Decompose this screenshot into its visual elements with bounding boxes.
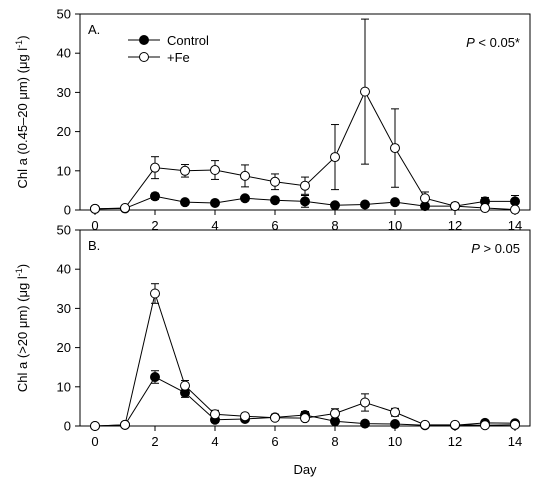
- legend: Control +Fe: [128, 33, 209, 65]
- panel-a-y-axis: 0 10 20 30 40 50: [57, 7, 80, 218]
- data-point-fe: [180, 380, 190, 391]
- x-tick-label: 10: [388, 218, 402, 233]
- data-point-control: [270, 195, 280, 206]
- y-tick-label: 30: [57, 85, 71, 100]
- series-line-fe: [94, 291, 516, 427]
- x-axis-title: Day: [293, 462, 317, 477]
- legend-control-label: Control: [167, 33, 209, 48]
- data-point-fe: [420, 419, 430, 430]
- panel-b-plot-area: [90, 283, 520, 431]
- x-tick-label: 14: [508, 434, 522, 449]
- x-tick-label: 12: [448, 434, 462, 449]
- data-point-control: [360, 418, 370, 429]
- data-point-fe: [120, 203, 130, 214]
- x-tick-label: 4: [211, 218, 218, 233]
- data-point-fe: [90, 203, 100, 214]
- panel-a-label: A.: [88, 22, 100, 37]
- data-point-control: [300, 196, 310, 207]
- data-point-fe: [270, 412, 280, 423]
- x-tick-label: 8: [331, 218, 338, 233]
- x-tick-label: 10: [388, 434, 402, 449]
- data-point-control: [180, 197, 190, 208]
- panel-a: A. P < 0.05* 0 10 20 30 40 50 0 2 4 6 8 10 12 14 Chl…: [14, 7, 531, 233]
- y-tick-label: 50: [57, 7, 71, 22]
- x-tick-label: 8: [331, 434, 338, 449]
- legend-fe-label: +Fe: [167, 50, 190, 65]
- y-tick-label: 0: [64, 203, 71, 218]
- y-tick-label: 0: [64, 419, 71, 434]
- panel-b-p-annotation: P > 0.05: [471, 241, 520, 256]
- data-point-fe: [330, 408, 340, 419]
- data-point-fe: [390, 407, 400, 418]
- data-point-fe: [120, 419, 130, 430]
- y-tick-label: 20: [57, 124, 71, 139]
- y-tick-label: 50: [57, 223, 71, 238]
- data-point-fe: [420, 193, 430, 204]
- y-tick-label: 30: [57, 301, 71, 316]
- y-tick-label: 20: [57, 340, 71, 355]
- x-tick-label: 2: [151, 434, 158, 449]
- data-point-fe: [390, 143, 400, 154]
- data-point-control: [360, 199, 370, 210]
- legend-control-marker: [139, 35, 149, 45]
- y-tick-label: 40: [57, 46, 71, 61]
- data-point-control: [240, 193, 250, 204]
- x-tick-label: 2: [151, 218, 158, 233]
- data-point-fe: [300, 413, 310, 424]
- data-point-fe: [360, 86, 370, 97]
- data-point-fe: [270, 176, 280, 187]
- x-tick-label: 0: [91, 218, 98, 233]
- y-tick-label: 40: [57, 262, 71, 277]
- panel-b-y-axis: 0 10 20 30 40 50: [57, 223, 80, 434]
- data-point-fe: [300, 180, 310, 191]
- data-point-control: [150, 191, 160, 202]
- data-point-fe: [510, 204, 520, 215]
- legend-entry-control: Control: [128, 33, 209, 48]
- data-point-control: [390, 419, 400, 430]
- y-tick-label: 10: [57, 163, 71, 178]
- panel-a-frame: [79, 13, 531, 211]
- data-point-control: [150, 372, 160, 382]
- panel-b-frame: [79, 229, 531, 427]
- data-point-control: [210, 197, 220, 208]
- data-point-fe: [510, 419, 520, 430]
- data-point-fe: [90, 421, 100, 431]
- legend-fe-marker: [139, 52, 149, 62]
- data-point-control: [330, 200, 340, 211]
- x-tick-label: 4: [211, 434, 218, 449]
- data-point-fe: [240, 170, 250, 181]
- legend-entry-fe: +Fe: [128, 50, 190, 65]
- panel-b: B. P > 0.05 0 10 20 30 40 50 0 2 4 6 8 10 12 14 Chl …: [14, 223, 531, 477]
- x-tick-label: 6: [271, 434, 278, 449]
- y-tick-label: 10: [57, 379, 71, 394]
- data-point-fe: [330, 152, 340, 163]
- data-point-fe: [450, 201, 460, 212]
- data-point-fe: [150, 288, 160, 299]
- panel-b-y-axis-title: Chl a (>20 μm) (μg l-1): [14, 264, 30, 392]
- x-tick-label: 12: [448, 218, 462, 233]
- x-tick-label: 0: [91, 434, 98, 449]
- data-point-fe: [180, 165, 190, 176]
- data-point-fe: [210, 165, 220, 176]
- data-point-fe: [480, 420, 490, 431]
- panel-b-label: B.: [88, 238, 100, 253]
- panel-a-y-axis-title: Chl a (0.45–20 μm) (μg l-1): [14, 35, 30, 188]
- data-point-fe: [360, 397, 370, 408]
- panel-a-x-axis: 0 2 4 6 8 10 12 14: [91, 210, 522, 233]
- x-tick-label: 6: [271, 218, 278, 233]
- data-point-fe: [480, 203, 490, 214]
- x-tick-label: 14: [508, 218, 522, 233]
- data-point-control: [510, 196, 520, 207]
- panel-a-plot-area: [90, 18, 520, 215]
- data-point-fe: [210, 409, 220, 420]
- panel-a-p-annotation: P < 0.05*: [466, 35, 520, 50]
- data-point-fe: [240, 411, 250, 422]
- data-point-control: [390, 197, 400, 208]
- data-point-fe: [450, 419, 460, 430]
- data-point-fe: [150, 162, 160, 173]
